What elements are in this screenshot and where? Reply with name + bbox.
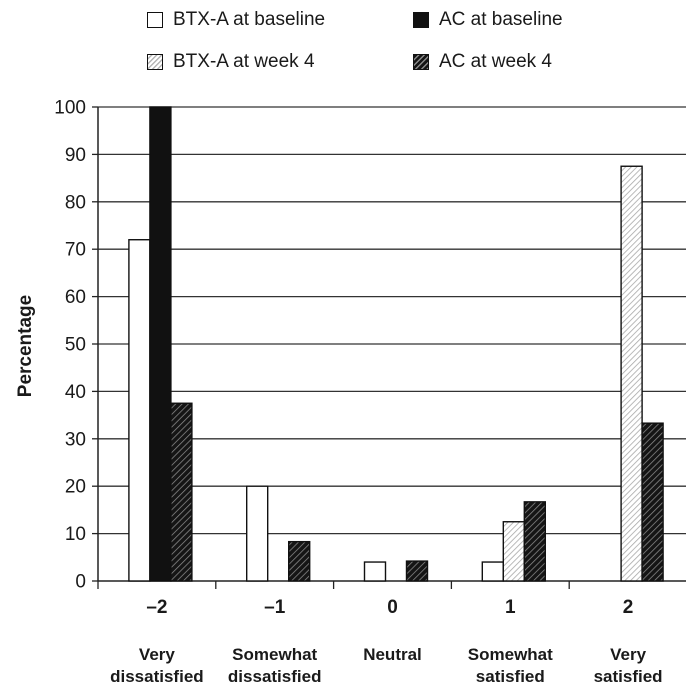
x-tick-label-2: 0	[387, 597, 398, 618]
category-description-2-0: Neutral	[363, 645, 422, 664]
y-tick-label-10: 10	[65, 524, 86, 545]
bar-dark-hatch-0	[170, 402, 193, 582]
axes	[92, 106, 686, 589]
x-tick-label-1: –1	[264, 597, 286, 618]
y-tick-label-80: 80	[65, 192, 86, 213]
bar-dark-hatch-2	[405, 560, 429, 582]
category-description-4-0: Very	[610, 645, 646, 664]
legend-item-btx-baseline: BTX-A at baseline	[147, 9, 325, 31]
legend-label-ac-baseline: AC at baseline	[439, 9, 563, 30]
gridlines	[98, 106, 686, 535]
x-tick-label-4: 2	[623, 597, 634, 618]
bar-light-hatch-3	[502, 521, 525, 582]
legend-swatch-btx-week4	[147, 54, 163, 70]
bar-white-3	[481, 561, 504, 582]
tick-labels: 0102030405060708090100–2Verydissatisfied…	[54, 98, 662, 682]
bar-white-2	[363, 561, 387, 582]
category-description-1-1: dissatisfied	[228, 667, 322, 682]
bars	[128, 106, 664, 582]
y-tick-label-0: 0	[75, 572, 86, 593]
category-description-0-1: dissatisfied	[110, 667, 204, 682]
y-tick-label-20: 20	[65, 477, 86, 498]
x-tick-label-3: 1	[505, 597, 516, 618]
y-tick-label-100: 100	[54, 98, 86, 119]
y-tick-label-90: 90	[65, 145, 86, 166]
legend-item-ac-baseline: AC at baseline	[413, 9, 563, 31]
bar-white-1	[245, 485, 269, 582]
legend-item-ac-week4: AC at week 4	[413, 51, 552, 73]
category-description-0-0: Very	[139, 645, 175, 664]
bar-dark-hatch-1	[288, 540, 311, 582]
bar-white-0	[128, 239, 151, 582]
y-tick-label-60: 60	[65, 287, 86, 308]
legend-swatch-ac-baseline	[413, 12, 429, 28]
category-description-4-1: satisfied	[594, 667, 663, 682]
legend-item-btx-week4: BTX-A at week 4	[147, 51, 315, 73]
chart-legend: BTX-A at baseline AC at baseline BTX-A a…	[0, 0, 686, 90]
legend-swatch-btx-baseline	[147, 12, 163, 28]
category-description-3-1: satisfied	[476, 667, 545, 682]
legend-label-btx-baseline: BTX-A at baseline	[173, 9, 326, 30]
y-tick-label-50: 50	[65, 335, 86, 356]
y-axis-label: Percentage	[15, 295, 36, 397]
y-tick-label-40: 40	[65, 382, 86, 403]
y-tick-label-30: 30	[65, 429, 86, 450]
legend-label-ac-week4: AC at week 4	[439, 51, 552, 72]
bar-black-0	[149, 106, 172, 582]
x-tick-label-0: –2	[146, 597, 167, 618]
legend-label-btx-week4: BTX-A at week 4	[173, 51, 315, 72]
category-description-1-0: Somewhat	[232, 645, 317, 664]
y-tick-label-70: 70	[65, 240, 86, 261]
bar-dark-hatch-4	[641, 422, 664, 582]
category-description-3-0: Somewhat	[468, 645, 553, 664]
legend-swatch-ac-week4	[413, 54, 429, 70]
bar-light-hatch-4	[620, 165, 643, 582]
bar-dark-hatch-3	[523, 501, 546, 582]
